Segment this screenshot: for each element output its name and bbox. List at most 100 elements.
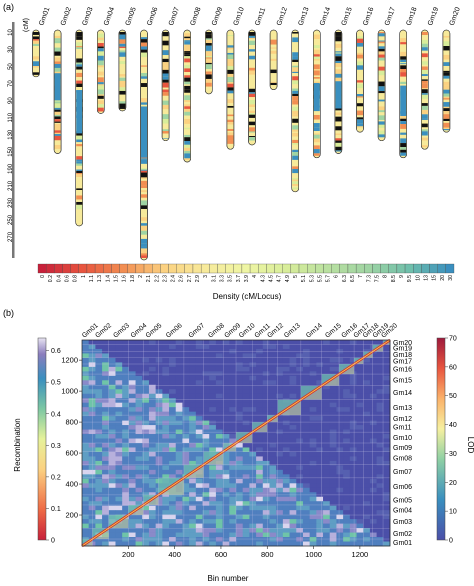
- density-segment: [141, 230, 147, 235]
- heatmap-cell: [169, 384, 177, 390]
- heatmap-cell: [142, 425, 150, 430]
- heatmap-cell: [108, 384, 116, 390]
- right-chromosome-label: Gm14: [393, 390, 412, 397]
- chromosome-label: Gm17: [384, 6, 397, 26]
- heatmap-cell: [369, 541, 377, 547]
- heatmap-cell: [236, 492, 243, 498]
- heatmap-cell: [383, 353, 391, 359]
- heatmap-cell: [289, 416, 297, 421]
- heatmap-cell: [296, 483, 304, 489]
- density-segment: [227, 82, 234, 84]
- heatmap-cell: [102, 519, 110, 524]
- heatmap-cell: [115, 340, 123, 345]
- heatmap-cell: [383, 478, 391, 484]
- density-segment: [141, 88, 147, 92]
- heatmap-cell: [169, 416, 177, 421]
- heatmap-cell: [102, 469, 110, 475]
- heatmap-cell: [169, 460, 177, 466]
- density-segment: [292, 110, 299, 115]
- heatmap-cell: [102, 483, 110, 489]
- heatmap-cell: [249, 460, 257, 466]
- heatmap-cell: [302, 505, 310, 511]
- heatmap-cell: [236, 425, 243, 430]
- heatmap-cell: [229, 434, 237, 439]
- heatmap-cell: [189, 541, 197, 547]
- heatmap-cell: [282, 496, 290, 502]
- chromosome-label: Gm07: [168, 6, 181, 26]
- density-segment: [97, 40, 104, 44]
- recombination-tick-label: 0.3: [51, 443, 61, 450]
- heatmap-cell: [135, 344, 143, 350]
- heatmap-cell: [289, 465, 297, 471]
- heatmap-cell: [215, 443, 223, 448]
- heatmap-cell: [236, 348, 243, 354]
- heatmap-cell: [249, 371, 257, 377]
- heatmap-cell: [249, 496, 257, 502]
- heatmap-cell: [142, 523, 150, 529]
- density-segment: [33, 43, 39, 47]
- heatmap-cell: [115, 389, 123, 395]
- heatmap-cell: [108, 496, 116, 502]
- heatmap-cell: [222, 451, 230, 457]
- heatmap-cell: [182, 523, 190, 529]
- density-segment: [119, 65, 126, 67]
- heatmap-cell: [236, 340, 243, 345]
- chromosome-body: [118, 29, 127, 112]
- heatmap-cell: [182, 447, 190, 453]
- heatmap-cell: [262, 434, 270, 439]
- density-segment: [421, 109, 428, 115]
- density-segment: [292, 71, 299, 74]
- heatmap-cell: [242, 532, 250, 538]
- heatmap-cell: [289, 438, 297, 444]
- heatmap-cell: [323, 474, 331, 480]
- heatmap-cell: [175, 469, 183, 475]
- heatmap-cell: [262, 519, 270, 524]
- density-segment: [400, 72, 407, 77]
- heatmap-cell: [142, 429, 150, 435]
- heatmap-cell: [256, 478, 264, 484]
- heatmap-cell: [195, 474, 203, 480]
- heatmap-cell: [202, 474, 210, 480]
- density-segment: [33, 66, 39, 68]
- density-segment: [141, 168, 147, 170]
- heatmap-cell: [376, 483, 384, 489]
- heatmap-cell: [282, 348, 290, 354]
- heatmap-cell: [249, 416, 257, 421]
- heatmap-cell: [349, 434, 357, 439]
- heatmap-cell: [329, 523, 337, 529]
- heatmap-cell: [102, 407, 110, 412]
- colorbar-swatch: [388, 263, 398, 274]
- chromosome-label: Gm06: [146, 6, 159, 26]
- heatmap-cell: [256, 541, 264, 547]
- heatmap-cell: [376, 438, 384, 444]
- heatmap-cell: [309, 478, 317, 484]
- heatmap-cell: [202, 416, 210, 421]
- heatmap-cell: [175, 519, 183, 524]
- density-segment: [400, 78, 407, 82]
- heatmap-cell: [236, 411, 243, 417]
- heatmap-cell: [135, 393, 143, 399]
- chromosome-gm07: Gm07: [161, 6, 181, 142]
- heatmap-cell: [256, 451, 264, 457]
- density-segment: [249, 88, 255, 93]
- density-segment: [205, 64, 212, 70]
- heatmap-cell: [302, 353, 310, 359]
- heatmap-cell: [336, 443, 344, 448]
- density-segment: [249, 74, 255, 80]
- heatmap-cell: [269, 492, 277, 498]
- heatmap-cell: [256, 380, 264, 386]
- heatmap-cell: [169, 532, 177, 538]
- heatmap-cell: [82, 447, 89, 453]
- density-segment: [54, 135, 61, 141]
- chromosome-border: [442, 29, 451, 133]
- heatmap-cell: [296, 523, 304, 529]
- heatmap-cell: [302, 344, 310, 350]
- heatmap-cell: [215, 505, 223, 511]
- heatmap-cell: [349, 483, 357, 489]
- density-segment: [421, 131, 428, 134]
- heatmap-cell: [95, 407, 103, 412]
- density-segment: [97, 84, 104, 86]
- heatmap-cell: [296, 384, 304, 390]
- density-segment: [227, 67, 234, 70]
- heatmap-cell: [202, 438, 210, 444]
